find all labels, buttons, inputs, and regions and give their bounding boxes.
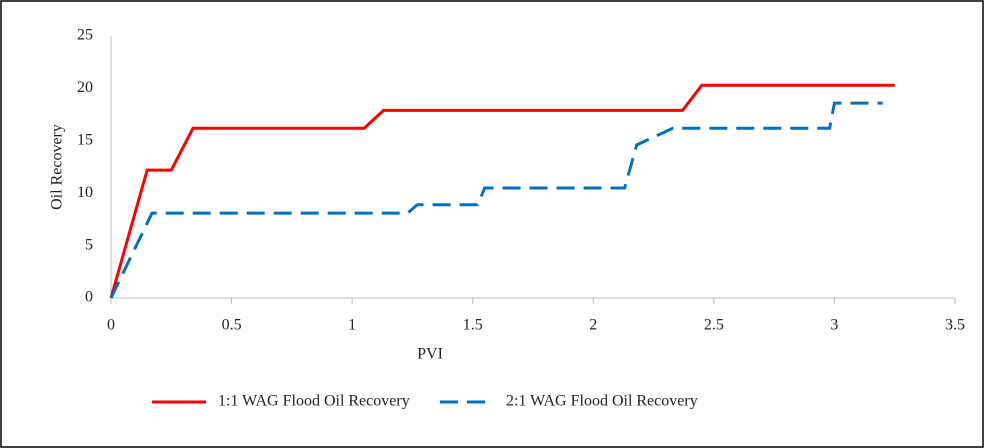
x-tick-label: 3.5 [945, 317, 965, 334]
x-tick-label: 0 [107, 317, 115, 334]
y-tick-label: 10 [77, 184, 93, 201]
x-axis-label: PVI [417, 346, 443, 363]
x-tick-label: 1 [348, 317, 356, 334]
series-line [109, 83, 895, 299]
y-tick-label: 5 [85, 236, 93, 253]
series-line [109, 101, 883, 299]
y-tick-label: 25 [77, 27, 93, 44]
x-tick-label: 2.5 [704, 317, 724, 334]
x-tick-label: 1.5 [463, 317, 483, 334]
y-tick-label: 15 [77, 131, 93, 148]
x-tick-label: 3 [830, 317, 838, 334]
y-tick-label: 20 [77, 79, 93, 96]
x-tick-label: 2 [589, 317, 597, 334]
legend-label: 2:1 WAG Flood Oil Recovery [506, 393, 698, 410]
y-tick-label: 0 [85, 289, 93, 306]
legend-label: 1:1 WAG Flood Oil Recovery [218, 393, 410, 410]
x-tick-label: 0.5 [222, 317, 242, 334]
y-axis-label: Oil Recovery [49, 124, 66, 210]
